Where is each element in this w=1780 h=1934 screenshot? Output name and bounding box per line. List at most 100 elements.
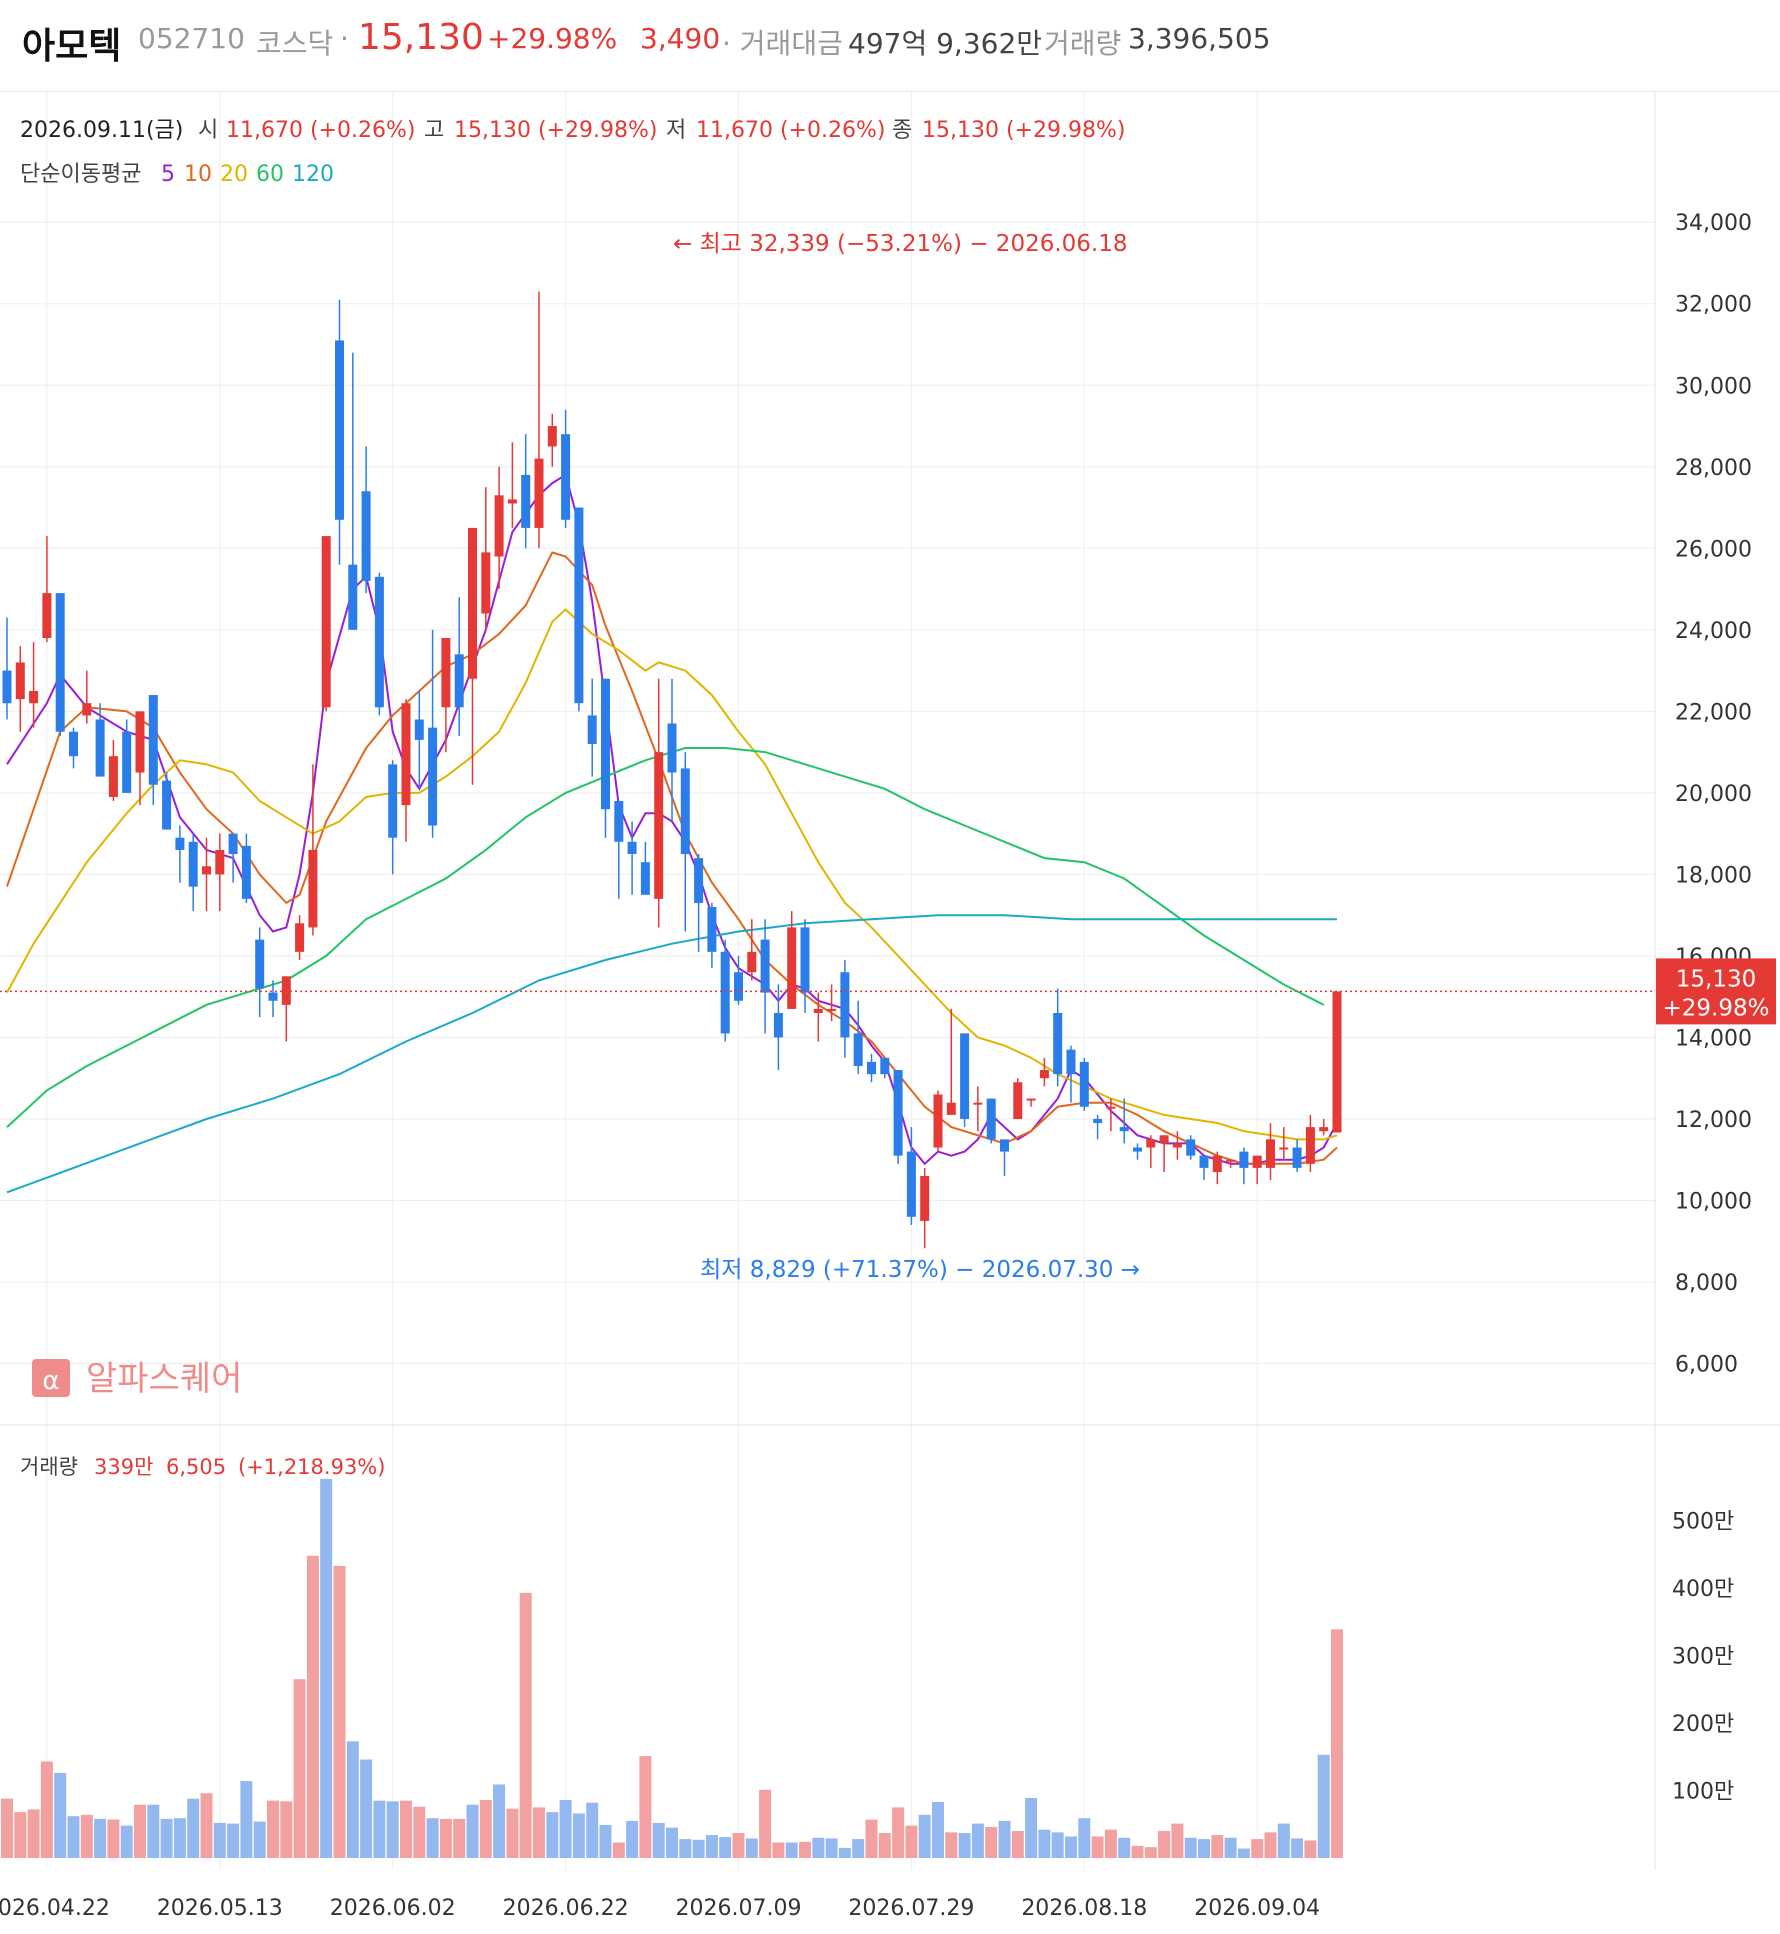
volume-bar bbox=[732, 1833, 745, 1858]
change-amount: 3,490 bbox=[640, 22, 721, 55]
candle-body bbox=[428, 727, 438, 826]
volume-bar bbox=[958, 1833, 971, 1858]
candle-body bbox=[667, 723, 677, 773]
max-price-annotation: ← 최고 32,339 (−53.21%) − 2026.06.18 bbox=[673, 231, 1128, 257]
candle-body bbox=[1000, 1139, 1009, 1152]
volume-bar bbox=[267, 1800, 279, 1858]
candle-body bbox=[1053, 1012, 1063, 1075]
price-tick-label: 6,000 bbox=[1675, 1353, 1738, 1378]
volume-bar bbox=[1131, 1845, 1144, 1858]
volume-bar bbox=[439, 1818, 452, 1858]
candle-body bbox=[507, 499, 517, 504]
candle-body bbox=[1079, 1061, 1089, 1107]
candle-body bbox=[348, 564, 358, 630]
price-tick-label: 26,000 bbox=[1675, 537, 1752, 562]
volume-bar bbox=[54, 1773, 67, 1858]
volume-bar bbox=[838, 1847, 851, 1858]
volume-bar bbox=[227, 1823, 240, 1858]
candle-body bbox=[335, 340, 344, 520]
candle-body bbox=[587, 715, 597, 744]
candle-body bbox=[255, 939, 265, 989]
trade-amount-label: · 거래대금 bbox=[722, 27, 843, 60]
volume-bar bbox=[1065, 1836, 1077, 1858]
volume-tick-label: 400만 bbox=[1672, 1577, 1734, 1602]
volume-bar bbox=[745, 1838, 758, 1858]
candle-body bbox=[481, 552, 491, 614]
candle-body bbox=[654, 752, 664, 899]
candle-body bbox=[933, 1094, 943, 1148]
candle-body bbox=[906, 1151, 916, 1217]
candle-body bbox=[268, 992, 278, 1001]
candle-body bbox=[401, 703, 411, 806]
volume-bar bbox=[400, 1800, 412, 1858]
time-tick-label: 2026.06.22 bbox=[503, 1896, 629, 1921]
volume-bar bbox=[120, 1825, 133, 1858]
candle-body bbox=[1133, 1147, 1142, 1152]
price-tag-price: 15,130 bbox=[1676, 966, 1756, 992]
info-open-label: 시 bbox=[198, 118, 218, 143]
candle-body bbox=[1013, 1082, 1023, 1119]
ma-legend-title: 단순이동평균 bbox=[20, 162, 141, 187]
candle-body bbox=[1159, 1135, 1169, 1144]
candle-body bbox=[867, 1061, 876, 1075]
volume-bar bbox=[705, 1835, 718, 1858]
candle-body bbox=[1279, 1147, 1289, 1150]
volume-bar bbox=[1198, 1839, 1210, 1858]
candle-body bbox=[574, 507, 584, 704]
candle-body bbox=[2, 670, 12, 704]
info-date: 2026.09.11(금) bbox=[20, 118, 183, 143]
volume-bar bbox=[1091, 1836, 1104, 1858]
candle-body bbox=[734, 972, 743, 1001]
stock-chart[interactable]: 6,0008,00010,00012,00014,00016,00018,000… bbox=[0, 92, 1780, 1934]
volume-bar bbox=[360, 1759, 373, 1858]
candle-body bbox=[188, 841, 198, 887]
volume-bar bbox=[533, 1807, 545, 1858]
header-separator: · bbox=[340, 22, 349, 55]
candle-body bbox=[773, 1012, 783, 1038]
volume-bar bbox=[1158, 1831, 1171, 1858]
volume-bar bbox=[692, 1839, 705, 1858]
candle-body bbox=[82, 703, 92, 716]
volume-info-prev: 6,505 bbox=[166, 1455, 226, 1479]
time-tick-label: 2026.07.09 bbox=[676, 1896, 802, 1921]
candle-body bbox=[680, 768, 690, 855]
volume-bar bbox=[639, 1756, 652, 1858]
candle-body bbox=[707, 907, 717, 952]
volume-bars bbox=[1, 1478, 1343, 1858]
price-tick-label: 30,000 bbox=[1675, 374, 1752, 399]
volume-bar bbox=[67, 1816, 80, 1858]
time-tick-label: 2026.08.18 bbox=[1021, 1896, 1147, 1921]
volume-bar bbox=[413, 1806, 426, 1858]
candle-body bbox=[441, 637, 451, 708]
candle-body bbox=[627, 841, 637, 855]
ma-legend-20: 20 bbox=[220, 162, 248, 187]
volume-bar bbox=[772, 1842, 785, 1858]
candle-body bbox=[42, 593, 52, 638]
info-open-value: 11,670 (+0.26%) bbox=[226, 118, 415, 143]
candle-body bbox=[241, 845, 251, 899]
volume-bar bbox=[94, 1818, 107, 1858]
time-tick-label: 2026.09.04 bbox=[1194, 1896, 1320, 1921]
axis-labels: 6,0008,00010,00012,00014,00016,00018,000… bbox=[0, 211, 1752, 1921]
candle-body bbox=[1212, 1155, 1222, 1172]
candle-body bbox=[281, 976, 291, 1005]
volume-bar bbox=[878, 1833, 891, 1858]
candle-body bbox=[1106, 1106, 1116, 1109]
candle-body bbox=[494, 495, 504, 557]
price-tick-label: 24,000 bbox=[1675, 619, 1752, 644]
volume-bar bbox=[519, 1592, 532, 1858]
volume-bar bbox=[1, 1798, 13, 1858]
volume-bar bbox=[785, 1842, 798, 1858]
grid bbox=[0, 92, 1655, 1870]
volume-bar bbox=[1118, 1837, 1131, 1858]
candle-body bbox=[920, 1176, 930, 1221]
candle-body bbox=[1146, 1139, 1156, 1148]
change-percent: +29.98% bbox=[487, 22, 618, 55]
candle-body bbox=[1226, 1159, 1236, 1162]
volume-bar bbox=[160, 1818, 173, 1858]
volume-bar bbox=[825, 1838, 838, 1858]
candle-body bbox=[1305, 1127, 1315, 1164]
candle-body bbox=[787, 927, 797, 1009]
volume-bar bbox=[971, 1823, 984, 1858]
candle-body bbox=[973, 1102, 983, 1105]
